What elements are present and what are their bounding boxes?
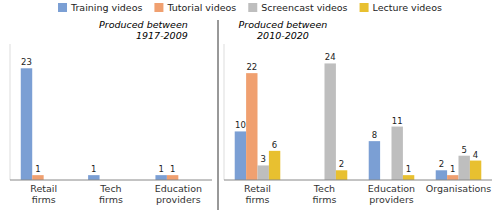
bar <box>459 156 470 180</box>
legend-label: Training videos <box>70 2 142 13</box>
tick-label: Retailfirms <box>244 183 271 205</box>
text-line: Retail <box>30 183 57 194</box>
data-label: 5 <box>461 145 466 155</box>
panel: 231111RetailfirmsTechfirmsEducationprovi… <box>10 19 212 205</box>
legend-swatch <box>360 3 369 12</box>
x-axis-line <box>224 180 492 181</box>
text-line: Produced between <box>239 19 328 30</box>
x-axis-line <box>10 180 212 181</box>
data-label: 24 <box>325 52 336 62</box>
text-line: providers <box>369 194 414 205</box>
text-line: Education <box>155 183 202 194</box>
tick-label: Educationproviders <box>155 183 202 205</box>
legend-item: Training videos <box>58 2 142 13</box>
data-label: 4 <box>473 150 478 160</box>
tick-label: Techfirms <box>99 183 123 205</box>
bar <box>21 68 32 180</box>
data-labels: 231111 <box>21 57 175 174</box>
divider <box>218 20 219 210</box>
data-label: 1 <box>406 164 411 174</box>
bar <box>436 170 447 180</box>
text-line: 2010-2020 <box>257 30 309 41</box>
legend-swatch <box>248 3 257 12</box>
data-label: 11 <box>392 116 403 126</box>
tick-label: Educationproviders <box>368 183 415 205</box>
legend-label: Lecture videos <box>373 2 442 13</box>
data-label: 1 <box>158 164 163 174</box>
data-label: 1 <box>35 164 40 174</box>
bar <box>246 73 257 180</box>
text-line: Tech <box>313 183 335 194</box>
legend-swatch <box>154 3 163 12</box>
bars <box>235 63 482 180</box>
legend-item: Lecture videos <box>360 2 442 13</box>
text-line: Retail <box>244 183 271 194</box>
data-label: 23 <box>21 57 32 67</box>
data-label: 1 <box>91 164 96 174</box>
bar <box>32 175 43 180</box>
data-labels: 10822213241156214 <box>235 52 478 174</box>
text-line: Education <box>368 183 415 194</box>
legend: Training videos Tutorial videos Screencast… <box>58 2 442 13</box>
bar <box>369 141 380 180</box>
text-line: Organisations <box>426 183 492 194</box>
bar <box>167 175 178 180</box>
text-line: firms <box>32 194 56 205</box>
text-line: Tech <box>99 183 121 194</box>
bars <box>21 68 179 180</box>
annotation: Produced between2010-2020 <box>239 19 328 41</box>
panel: 10822213241156214RetailfirmsTechfirmsEdu… <box>224 19 492 205</box>
data-label: 8 <box>372 130 377 140</box>
text-line: Produced between <box>99 19 188 30</box>
text-line: firms <box>99 194 123 205</box>
bar <box>155 175 166 180</box>
legend-item: Screencast videos <box>248 2 347 13</box>
bar <box>269 151 280 180</box>
bar <box>325 63 336 180</box>
data-label: 3 <box>260 154 265 164</box>
text-line: 1917-2009 <box>136 30 188 41</box>
tick-label: Techfirms <box>313 183 337 205</box>
text-line: providers <box>156 194 201 205</box>
legend-label: Tutorial videos <box>166 2 236 13</box>
data-label: 6 <box>272 140 277 150</box>
bar <box>235 131 246 180</box>
bar <box>447 175 458 180</box>
data-label: 22 <box>246 62 257 72</box>
data-label: 1 <box>450 164 455 174</box>
text-line: firms <box>313 194 337 205</box>
data-label: 2 <box>339 159 344 169</box>
y-axis-line <box>10 44 11 180</box>
legend-label: Screencast videos <box>261 2 347 13</box>
chart: 231111RetailfirmsTechfirmsEducationprovi… <box>0 0 500 221</box>
tick-label: Organisations <box>426 183 492 194</box>
annotation: Produced between1917-2009 <box>99 19 188 41</box>
bar <box>470 161 481 180</box>
bar <box>88 175 99 180</box>
y-axis-line <box>224 44 225 180</box>
data-label: 2 <box>439 159 444 169</box>
bar <box>403 175 414 180</box>
data-label: 10 <box>235 120 246 130</box>
data-label: 1 <box>170 164 175 174</box>
text-line: firms <box>246 194 270 205</box>
legend-swatch <box>58 3 67 12</box>
legend-item: Tutorial videos <box>154 2 236 13</box>
bar <box>258 165 269 180</box>
bar <box>336 170 347 180</box>
tick-label: Retailfirms <box>30 183 57 205</box>
bar <box>392 127 403 180</box>
